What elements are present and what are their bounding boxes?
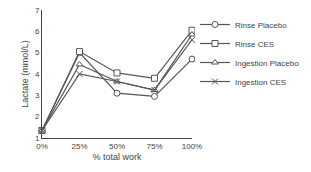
svg-text:Ingestion Placebo: Ingestion Placebo [235, 59, 299, 68]
svg-text:75%: 75% [146, 142, 162, 151]
svg-text:25%: 25% [71, 142, 87, 151]
svg-text:3: 3 [35, 91, 40, 100]
svg-text:Lactate (mmol/L): Lactate (mmol/L) [20, 40, 30, 108]
svg-text:Rinse Placebo: Rinse Placebo [235, 21, 287, 30]
svg-text:7: 7 [35, 6, 40, 15]
svg-text:5: 5 [35, 48, 40, 57]
svg-text:100%: 100% [182, 142, 202, 151]
svg-text:6: 6 [35, 27, 40, 36]
svg-text:1: 1 [35, 134, 40, 143]
svg-text:Rinse CES: Rinse CES [235, 40, 274, 49]
svg-text:2: 2 [35, 112, 40, 121]
svg-text:4: 4 [35, 70, 40, 79]
svg-text:% total work: % total work [92, 152, 142, 162]
svg-text:Ingestion CES: Ingestion CES [235, 78, 286, 87]
svg-text:50%: 50% [109, 142, 125, 151]
svg-text:0%: 0% [36, 142, 48, 151]
